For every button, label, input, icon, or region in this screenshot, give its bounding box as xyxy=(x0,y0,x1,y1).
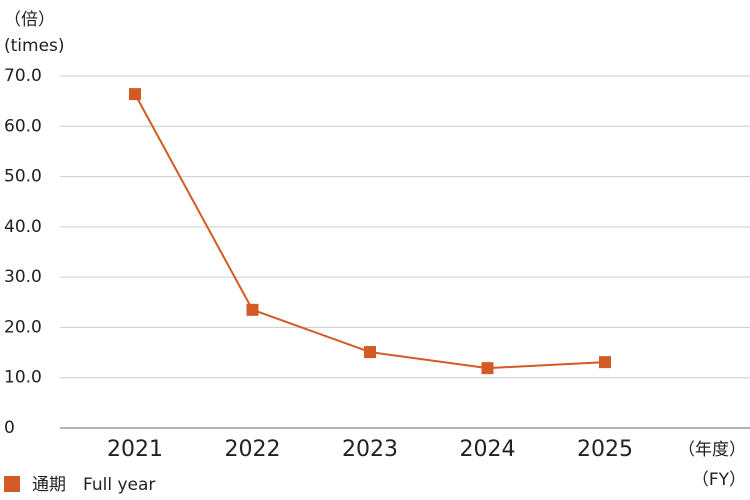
y-axis-label: (times) xyxy=(4,36,65,56)
x-tick-label: 2025 xyxy=(577,437,633,462)
point-marker xyxy=(481,362,494,375)
legend-label: 通期 Full year xyxy=(32,475,155,495)
y-tick-label: 20.0 xyxy=(4,317,42,337)
x-tick-label: 2022 xyxy=(225,437,281,462)
y-tick-label: 70.0 xyxy=(4,66,42,86)
y-tick-label: 10.0 xyxy=(4,368,42,388)
x-axis-label: （年度） xyxy=(678,440,746,460)
point-marker xyxy=(246,303,259,316)
x-tick-label: 2023 xyxy=(342,437,398,462)
point-marker xyxy=(599,356,611,369)
y-tick-label: 50.0 xyxy=(4,167,42,187)
y-tick-label: 0 xyxy=(4,418,15,438)
point-marker xyxy=(364,346,376,359)
x-tick-label: 2021 xyxy=(107,437,163,462)
y-tick-label: 60.0 xyxy=(4,116,42,136)
y-tick-label: 30.0 xyxy=(4,267,42,287)
point-marker xyxy=(129,88,141,101)
y-tick-label: 40.0 xyxy=(4,217,42,237)
x-axis-label: （FY） xyxy=(692,470,746,490)
x-tick-label: 2024 xyxy=(460,437,516,462)
legend-swatch xyxy=(4,476,20,492)
y-axis-label: （倍） xyxy=(4,10,55,30)
